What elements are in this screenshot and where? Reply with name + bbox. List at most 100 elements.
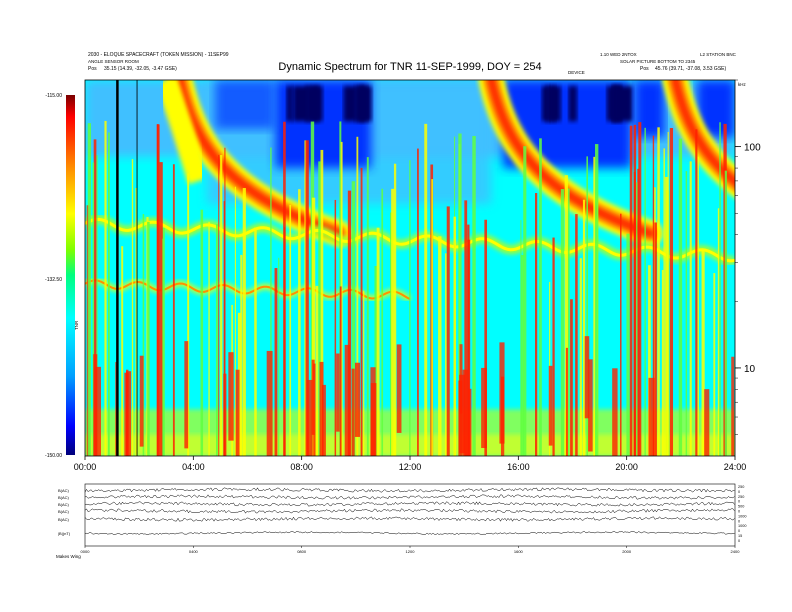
dark-blue-patch: [343, 86, 358, 122]
spike: [218, 154, 220, 456]
bottom-row-label: B(AC): [58, 488, 70, 493]
spike: [270, 147, 272, 456]
bottom-row-label: B(AC): [58, 495, 70, 500]
spike: [678, 138, 683, 456]
x-tick-label: 08:00: [290, 462, 313, 472]
spike: [376, 227, 380, 456]
bottom-trace: [84, 494, 735, 500]
spike-low: [235, 369, 240, 456]
time-marker: [136, 80, 138, 456]
spike: [648, 265, 651, 456]
spike: [523, 146, 527, 456]
spike: [278, 257, 280, 456]
spike-low: [93, 354, 98, 456]
bottom-x-tick-label: 1600: [514, 549, 524, 554]
x-axis: 00:00 04:00 08:00 12:00 16:00 20:00 24:00: [74, 456, 747, 472]
spike: [719, 122, 721, 456]
spike-low: [351, 368, 355, 456]
spike-low: [588, 359, 593, 452]
colorbar-tick: -115.00: [45, 93, 62, 99]
spike: [520, 220, 522, 456]
marker-label: DEVICE: [568, 70, 585, 75]
spike-low: [459, 374, 465, 454]
spike: [644, 127, 646, 456]
spike: [431, 179, 433, 456]
spike-low: [228, 352, 234, 441]
type-iii-burst: [671, 80, 735, 187]
spike: [667, 131, 669, 456]
footer-text: Makes Wing: [56, 554, 81, 559]
spike: [208, 221, 210, 456]
spike: [669, 128, 674, 456]
dark-blue-region: [215, 80, 275, 130]
bottom-right-tick: 1000: [738, 514, 746, 518]
spike: [695, 129, 698, 456]
spike-low: [321, 384, 326, 456]
spike-low: [548, 365, 553, 446]
spike-low: [481, 367, 487, 449]
spike-low: [704, 389, 710, 456]
spike: [215, 224, 218, 456]
dark-blue-patch: [305, 86, 323, 122]
spike: [391, 188, 395, 456]
spike: [93, 139, 97, 456]
spectrogram: [85, 80, 735, 456]
spike: [374, 265, 378, 456]
spike: [347, 190, 352, 456]
spike: [304, 140, 307, 456]
bottom-x-tick-label: 2400: [731, 549, 741, 554]
bottom-panel: B(AC)B(AC)B(AC)B(AC)B(AC)|B|(nT)25002500…: [58, 483, 746, 554]
spike: [701, 248, 705, 456]
header-right-pos-value: 45.76 (39.71, -37.08, 3.53 GSE): [655, 66, 726, 72]
dark-blue-patch: [611, 86, 623, 122]
y-unit-label: kHz: [738, 82, 746, 87]
spike-low: [344, 344, 351, 456]
bottom-right-tick: 250: [738, 485, 744, 489]
spike: [162, 238, 164, 456]
spike: [351, 181, 356, 456]
bottom-right-tick: 0: [738, 510, 740, 514]
bottom-right-tick: 0: [738, 539, 740, 543]
spike: [570, 299, 573, 456]
spike: [582, 199, 586, 456]
type-iii-burst: [175, 80, 343, 238]
spike-low: [396, 344, 402, 433]
spike: [320, 149, 324, 456]
spike-low: [336, 353, 340, 432]
header-right-line1: 1.10 WED 2NTOX: [600, 52, 637, 57]
spike: [274, 268, 278, 456]
spike: [334, 199, 337, 456]
spike: [629, 125, 633, 456]
spike: [240, 254, 243, 456]
lower-band-core: [85, 279, 411, 300]
spike: [638, 122, 642, 456]
spike: [689, 161, 692, 456]
spike: [417, 148, 419, 456]
spike: [187, 173, 190, 456]
spike-low: [139, 355, 144, 447]
x-tick-label: 24:00: [724, 462, 747, 472]
bottom-x-tick-label: 0000: [81, 549, 91, 554]
dark-blue-patch: [546, 86, 561, 122]
dark-blue-patch: [286, 86, 294, 122]
x-tick-label: 12:00: [399, 462, 422, 472]
x-tick-label: 04:00: [182, 462, 205, 472]
dark-blue-patch: [606, 86, 616, 122]
spike: [575, 214, 578, 456]
header-right-pos-label: Pos: [640, 66, 649, 72]
spike-low: [223, 373, 227, 456]
spike: [657, 127, 660, 456]
spike: [289, 204, 292, 456]
spike: [724, 170, 727, 456]
spike: [234, 186, 236, 456]
spike: [147, 221, 150, 456]
spike: [467, 224, 470, 456]
y-tick-label: 10: [744, 364, 756, 375]
spike-low: [467, 388, 472, 456]
spike: [409, 160, 411, 456]
spike: [663, 148, 665, 456]
spike: [697, 156, 699, 456]
bottom-x-tick-label: 2000: [622, 549, 632, 554]
spike: [340, 141, 343, 456]
header-left-line1: 2030 - ELOQUE SPACECRAFT (TOKEN MISSION)…: [88, 52, 229, 58]
